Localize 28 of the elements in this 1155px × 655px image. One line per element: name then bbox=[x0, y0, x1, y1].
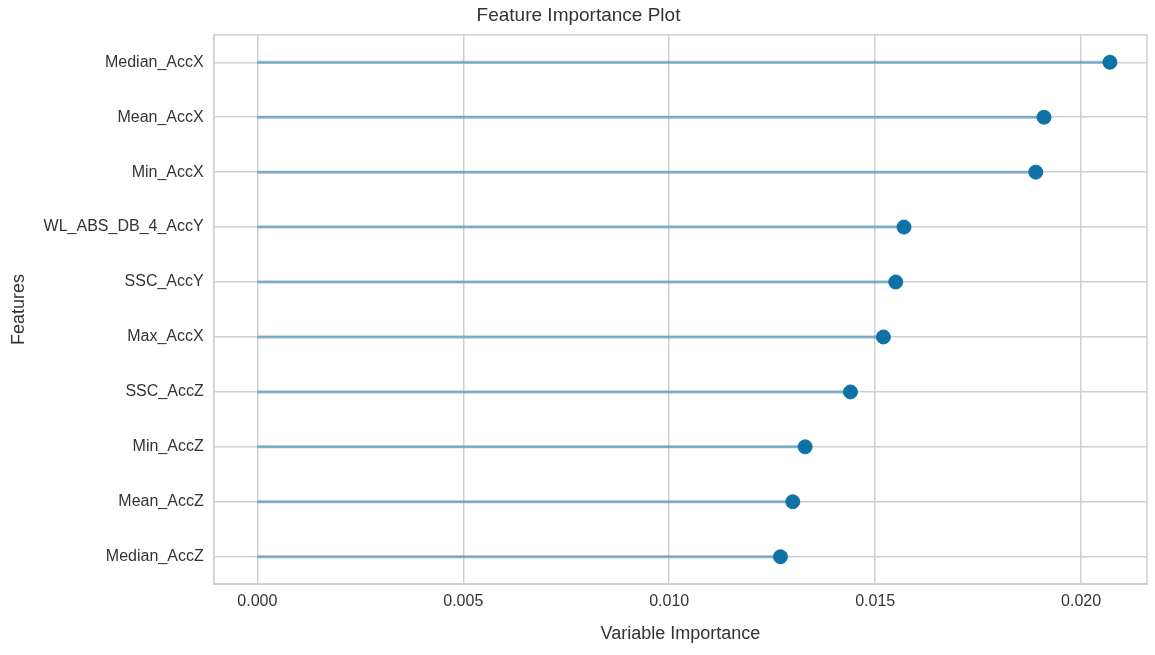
x-axis-title: Variable Importance bbox=[600, 623, 761, 644]
y-tick-label: Mean_AccZ bbox=[118, 492, 204, 511]
point bbox=[896, 219, 912, 235]
y-tick-label: Mean_AccX bbox=[117, 107, 205, 126]
point bbox=[875, 329, 891, 345]
x-tick-label: 0.020 bbox=[1061, 592, 1102, 610]
point bbox=[797, 439, 813, 455]
y-tick-label: Median_AccZ bbox=[105, 547, 204, 566]
point bbox=[1102, 54, 1118, 70]
point bbox=[772, 549, 788, 565]
y-tick-label: SSC_AccY bbox=[124, 272, 205, 291]
point bbox=[888, 274, 904, 290]
point bbox=[785, 494, 801, 510]
y-tick-label: WL_ABS_DB_4_AccY bbox=[43, 217, 205, 236]
chart-title: Feature Importance Plot bbox=[476, 3, 682, 25]
y-tick-label: Median_AccX bbox=[104, 52, 205, 71]
y-tick-label: Min_AccZ bbox=[132, 437, 204, 456]
y-tick-label: Min_AccX bbox=[131, 162, 204, 181]
point bbox=[1036, 109, 1052, 125]
point bbox=[842, 384, 858, 400]
x-tick-label: 0.000 bbox=[237, 592, 278, 610]
x-tick-label: 0.010 bbox=[649, 592, 690, 610]
y-axis-title: Features bbox=[7, 273, 28, 346]
y-tick-label: SSC_AccZ bbox=[125, 382, 204, 401]
point bbox=[1028, 164, 1044, 180]
x-tick-label: 0.015 bbox=[855, 592, 896, 610]
x-tick-label: 0.005 bbox=[443, 592, 484, 610]
y-tick-label: Max_AccX bbox=[127, 327, 205, 346]
